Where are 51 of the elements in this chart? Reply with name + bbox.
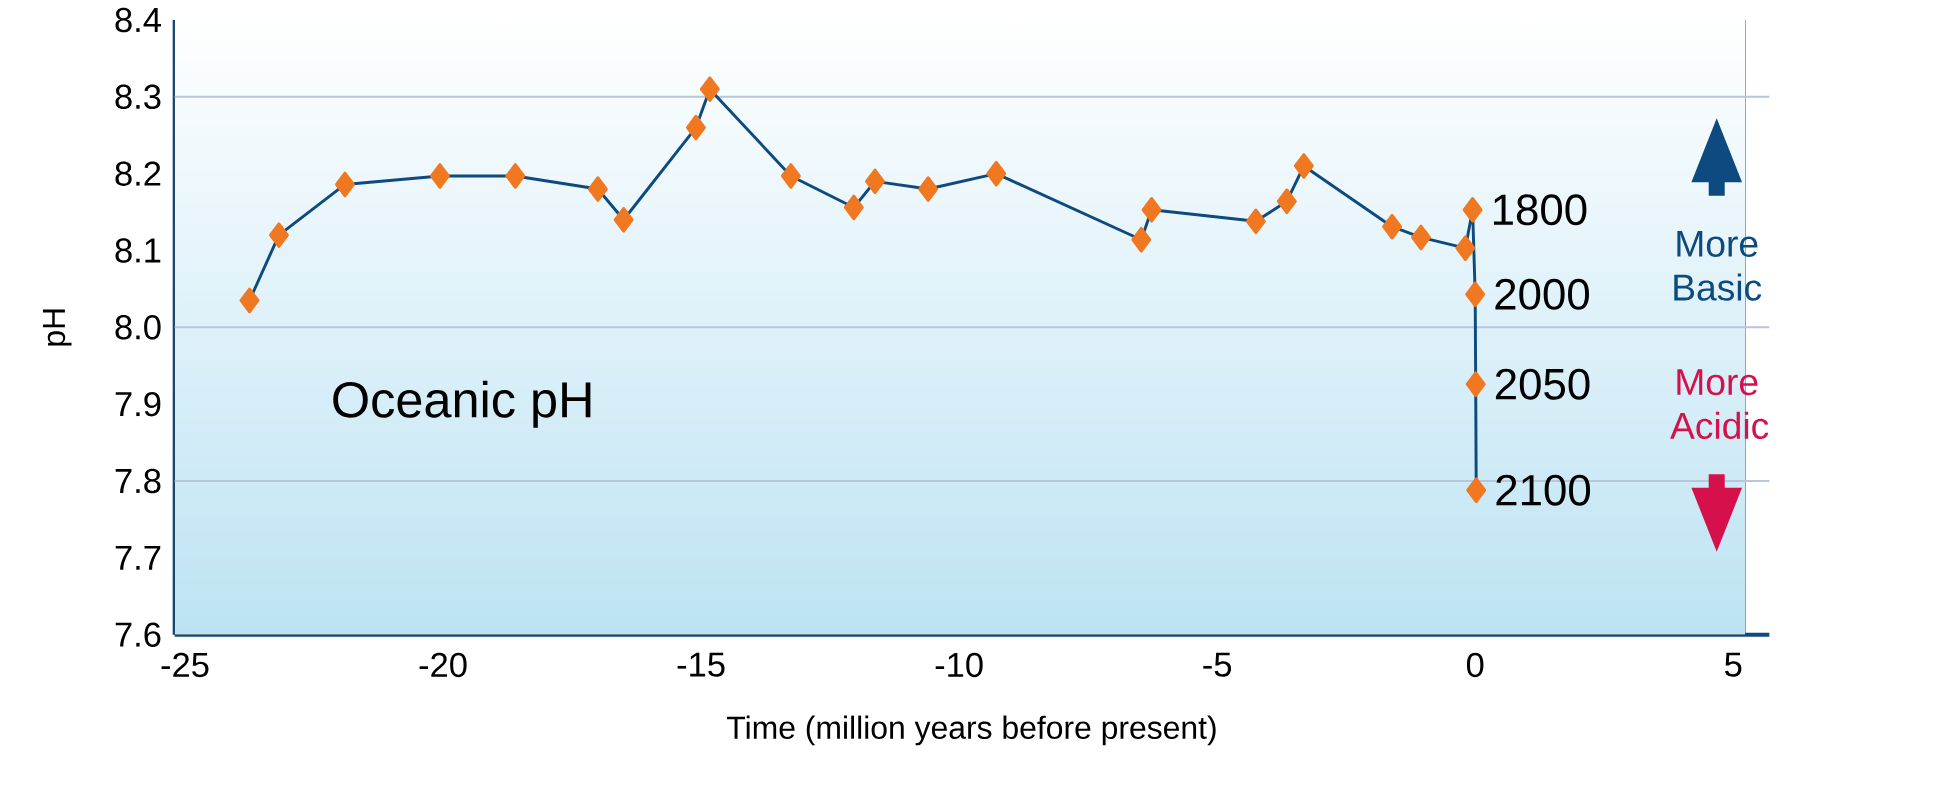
point [685,114,706,141]
y-tick-label: 7.6 [115,622,161,647]
point [613,206,634,233]
point [335,171,355,198]
annotation: Oceanic pH [333,380,591,428]
y-tick-label: 8.3 [115,84,161,110]
point [1411,224,1431,251]
y-tick-label: 7.8 [115,468,161,494]
point [1465,281,1486,308]
point [780,163,801,189]
point [699,76,720,102]
point [1245,208,1266,235]
point [268,222,289,248]
annotation: 2050 [1495,368,1590,400]
point [1382,213,1403,240]
point [1141,196,1162,223]
x-tick-label: 0 [1466,652,1484,678]
y-tick-label: 8.4 [115,7,161,33]
annotation: 2000 [1495,278,1589,310]
point [1293,153,1314,179]
point [429,163,450,189]
point [843,194,864,221]
point [1276,188,1297,215]
y-axis-title: pH [42,309,72,346]
y-tick-label: 7.9 [115,391,161,417]
point [1455,235,1476,261]
annotation: More Basic [1674,230,1762,301]
point [587,176,608,202]
y-tick-label: 8.0 [115,315,161,340]
y-tick-label: 8.1 [115,238,161,263]
x-tick-label: 5 [1724,652,1742,677]
x-tick-label: -10 [935,652,983,678]
annotation: 2100 [1496,474,1591,506]
y-tick-label: 7.7 [115,545,161,570]
x-tick-label: -25 [161,652,209,678]
x-tick-label: -20 [419,652,467,678]
point [918,176,939,202]
point [986,160,1007,187]
point [1131,226,1152,253]
point [239,287,260,314]
x-tick-label: -5 [1203,652,1232,677]
y-tick-label: 8.2 [115,161,161,186]
point [865,168,885,195]
point [1462,196,1483,223]
point [505,163,526,189]
point [1466,477,1487,504]
annotation: More Acidic [1670,369,1769,440]
point [1465,371,1486,397]
x-axis-title: Time (million years before present) [727,715,1216,746]
x-tick-label: -15 [677,652,725,677]
annotation: 1800 [1493,194,1587,226]
